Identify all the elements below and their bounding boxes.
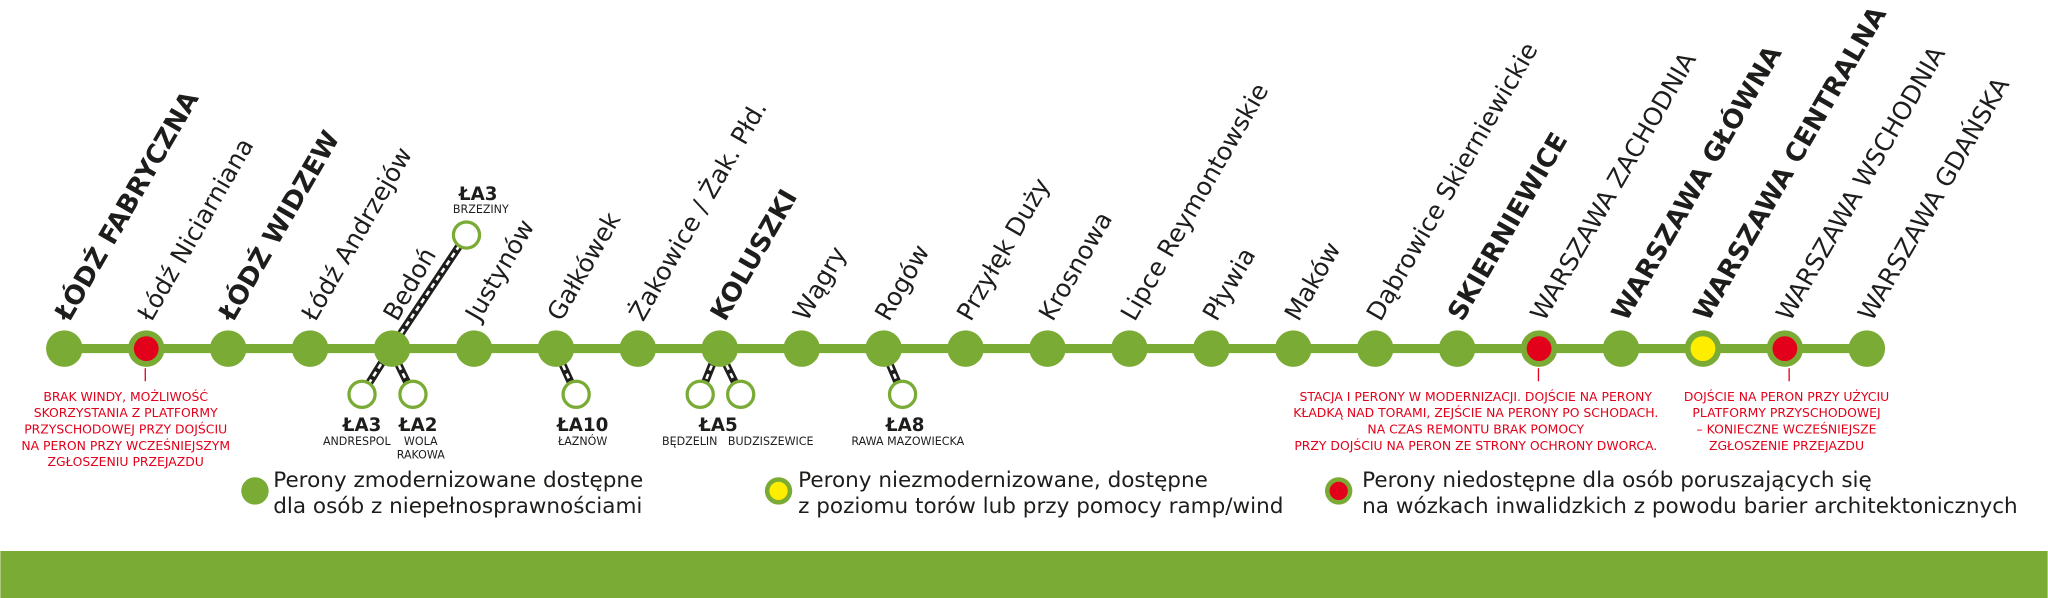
legend-text: Perony niezmodernizowane, dostępne (798, 468, 1208, 493)
branch-place: BUDZISZEWICE (728, 435, 814, 448)
branch-place: BRZEZINY (453, 203, 509, 216)
station-marker (1356, 330, 1394, 367)
station-marker (1193, 330, 1230, 367)
station-name: WARSZAWA WSCHODNIA (1770, 41, 1951, 325)
station-marker (619, 330, 657, 367)
station-marker (46, 330, 83, 367)
station-marker (1029, 330, 1066, 367)
station-marker (783, 330, 820, 367)
note-line: NA CZAS REMONTU BRAK POMOCY (1367, 421, 1584, 436)
branch-code: ŁA3 (458, 184, 498, 205)
station-marker (373, 330, 411, 367)
station-status (1690, 336, 1716, 362)
station-name: Pływia (1197, 243, 1262, 326)
station-name: Rogów (869, 240, 935, 326)
branch-labels: ŁA3 BRZEZINY ŁA3 ANDRESPOL ŁA2 WOLA RAKO… (323, 184, 965, 462)
station-status (133, 336, 159, 362)
note-line: PLATFORMY PRZYSCHODOWEJ (1692, 405, 1880, 420)
station-name: Krosnowa (1033, 207, 1118, 326)
branch-code: ŁA8 (885, 415, 925, 436)
branch-code: ŁA5 (698, 415, 738, 436)
footer-band (0, 550, 2048, 598)
branch-code: ŁA10 (556, 415, 608, 436)
legend-text: dla osób z niepełnosprawnościami (273, 494, 642, 519)
station-marker (1275, 330, 1312, 367)
station-marker (291, 330, 329, 367)
note-line: KŁADKĄ NAD TORAMI, ZEJŚCIE NA PERONY PO … (1293, 405, 1658, 420)
note-ticks (144, 368, 1790, 382)
note-line: ZGŁOSZENIU PRZEJAZDU (48, 454, 204, 469)
branch-place: RAKOWA (397, 448, 446, 461)
legend: Perony zmodernizowane dostępne dla osób … (241, 468, 2018, 519)
station-name: WARSZAWA GDAŃSKA (1852, 72, 2015, 325)
station-name: Wągry (787, 241, 852, 325)
branch-place: ANDRESPOL (323, 435, 392, 448)
branch-code: ŁA3 (342, 415, 382, 436)
station-name: ŁÓDŹ FABRYCZNA (47, 85, 206, 328)
note-line: PRZYSCHODOWEJ PRZY DOJŚCIU (24, 421, 227, 436)
station-marker (537, 330, 575, 367)
legend-marker (1329, 481, 1348, 501)
legend-text: Perony niedostępne dla osób poruszającyc… (1362, 468, 1872, 493)
legend-marker (769, 481, 788, 501)
station-name: Lipce Reymontowskie (1115, 78, 1275, 325)
branch-place: ŁAZNÓW (557, 435, 607, 448)
station-marker (1602, 330, 1640, 367)
legend-text: Perony zmodernizowane dostępne (273, 468, 643, 493)
branch-place: BĘDZELIN (662, 435, 717, 448)
station-status (1772, 336, 1798, 362)
station-name: Maków (1279, 237, 1347, 326)
station-marker (865, 330, 902, 367)
branch-place: WOLA (404, 435, 438, 448)
note-line: ZGŁOSZENIE PRZEJAZDU (1709, 438, 1864, 453)
legend-text: na wózkach inwalidzkich z powodu barier … (1362, 494, 2018, 519)
station-marker (947, 330, 984, 367)
station-marker (209, 330, 247, 367)
legend-text: z poziomu torów lub przy pomocy ramp/win… (798, 494, 1283, 519)
branch-place: RAWA MAZOWIECKA (851, 435, 964, 448)
note-line: SKORZYSTANIA Z PLATFORMY (34, 405, 218, 420)
station-name: WARSZAWA ZACHODNIA (1524, 47, 1701, 325)
note-line: BRAK WINDY, MOŻLIWOŚĆ (43, 389, 208, 404)
note-line: PRZY DOJŚCIU NA PERON ZE STRONY OCHRONY … (1294, 438, 1657, 453)
station-name: Gałkówek (541, 207, 626, 326)
note-line: STACJA I PERONY W MODERNIZACJI. DOJŚCIE … (1300, 389, 1653, 404)
branch-code: ŁA2 (398, 415, 438, 436)
station-marker (1111, 330, 1148, 367)
station-marker (1848, 330, 1886, 367)
station-marker (701, 330, 739, 367)
note-line: NA PERON PRZY WCZEŚNIEJSZYM (21, 438, 230, 453)
station-marker (455, 330, 493, 367)
note-line: – KONIECZNE WCZEŚNIEJSZE (1697, 421, 1877, 436)
legend-marker (241, 477, 269, 505)
note-line: DOJŚCIE NA PERON PRZY UŻYCIU (1684, 389, 1889, 404)
station-status (1526, 336, 1552, 362)
station-marker (1438, 330, 1476, 367)
